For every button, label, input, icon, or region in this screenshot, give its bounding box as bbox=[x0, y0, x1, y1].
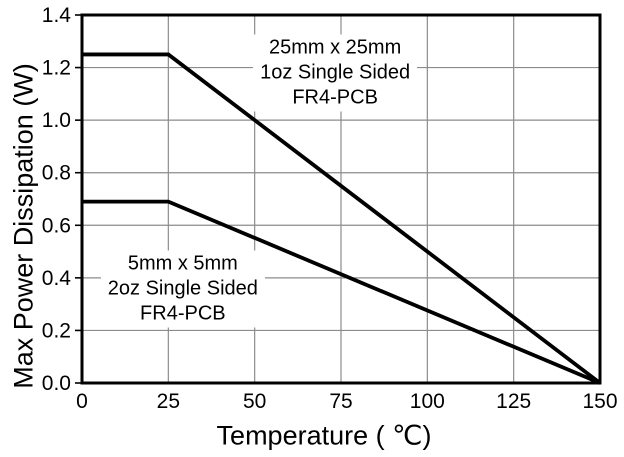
series-label-line: 1oz Single Sided bbox=[260, 61, 411, 84]
y-tick-label: 0.6 bbox=[42, 214, 71, 237]
y-tick-label: 1.4 bbox=[42, 4, 72, 27]
x-tick-label: 0 bbox=[76, 390, 88, 413]
y-tick-label: 0.0 bbox=[42, 372, 71, 395]
y-tick-label: 1.0 bbox=[42, 109, 71, 132]
x-tick-label: 150 bbox=[582, 390, 617, 413]
x-tick-label: 125 bbox=[496, 390, 531, 413]
y-tick-label: 1.2 bbox=[42, 57, 71, 80]
x-tick-label: 100 bbox=[410, 390, 445, 413]
series-line-1 bbox=[82, 199, 601, 385]
y-tick-label: 0.2 bbox=[42, 319, 71, 342]
series-label-line: 2oz Single Sided bbox=[107, 277, 258, 300]
y-axis-title: Max Power Dissipation (W) bbox=[8, 63, 39, 389]
series-label-0: 25mm x 25mm 1oz Single Sided FR4-PCB bbox=[253, 34, 418, 112]
series-label-line: FR4-PCB bbox=[292, 86, 378, 109]
x-tick-label: 25 bbox=[157, 390, 180, 413]
series-label-line: 5mm x 5mm bbox=[127, 252, 238, 275]
x-tick-label: 50 bbox=[243, 390, 266, 413]
tick-labels: 0.0 0.2 0.4 0.6 0.8 1.0 1.2 1.4 0 25 50 75 100 125 150 bbox=[42, 4, 618, 413]
plot-frame bbox=[80, 13, 602, 385]
series-line-0 bbox=[82, 52, 602, 385]
x-axis-title: Temperature ( ℃) bbox=[216, 420, 432, 451]
x-tick-label: 75 bbox=[329, 390, 352, 413]
series-label-line: FR4-PCB bbox=[140, 302, 226, 325]
y-tick-label: 0.4 bbox=[42, 267, 72, 290]
series-lines bbox=[82, 52, 602, 385]
series-label-line: 25mm x 25mm bbox=[268, 36, 402, 59]
series-label-1: 5mm x 5mm 2oz Single Sided FR4-PCB bbox=[100, 250, 265, 328]
y-tick-label: 0.8 bbox=[42, 162, 71, 185]
